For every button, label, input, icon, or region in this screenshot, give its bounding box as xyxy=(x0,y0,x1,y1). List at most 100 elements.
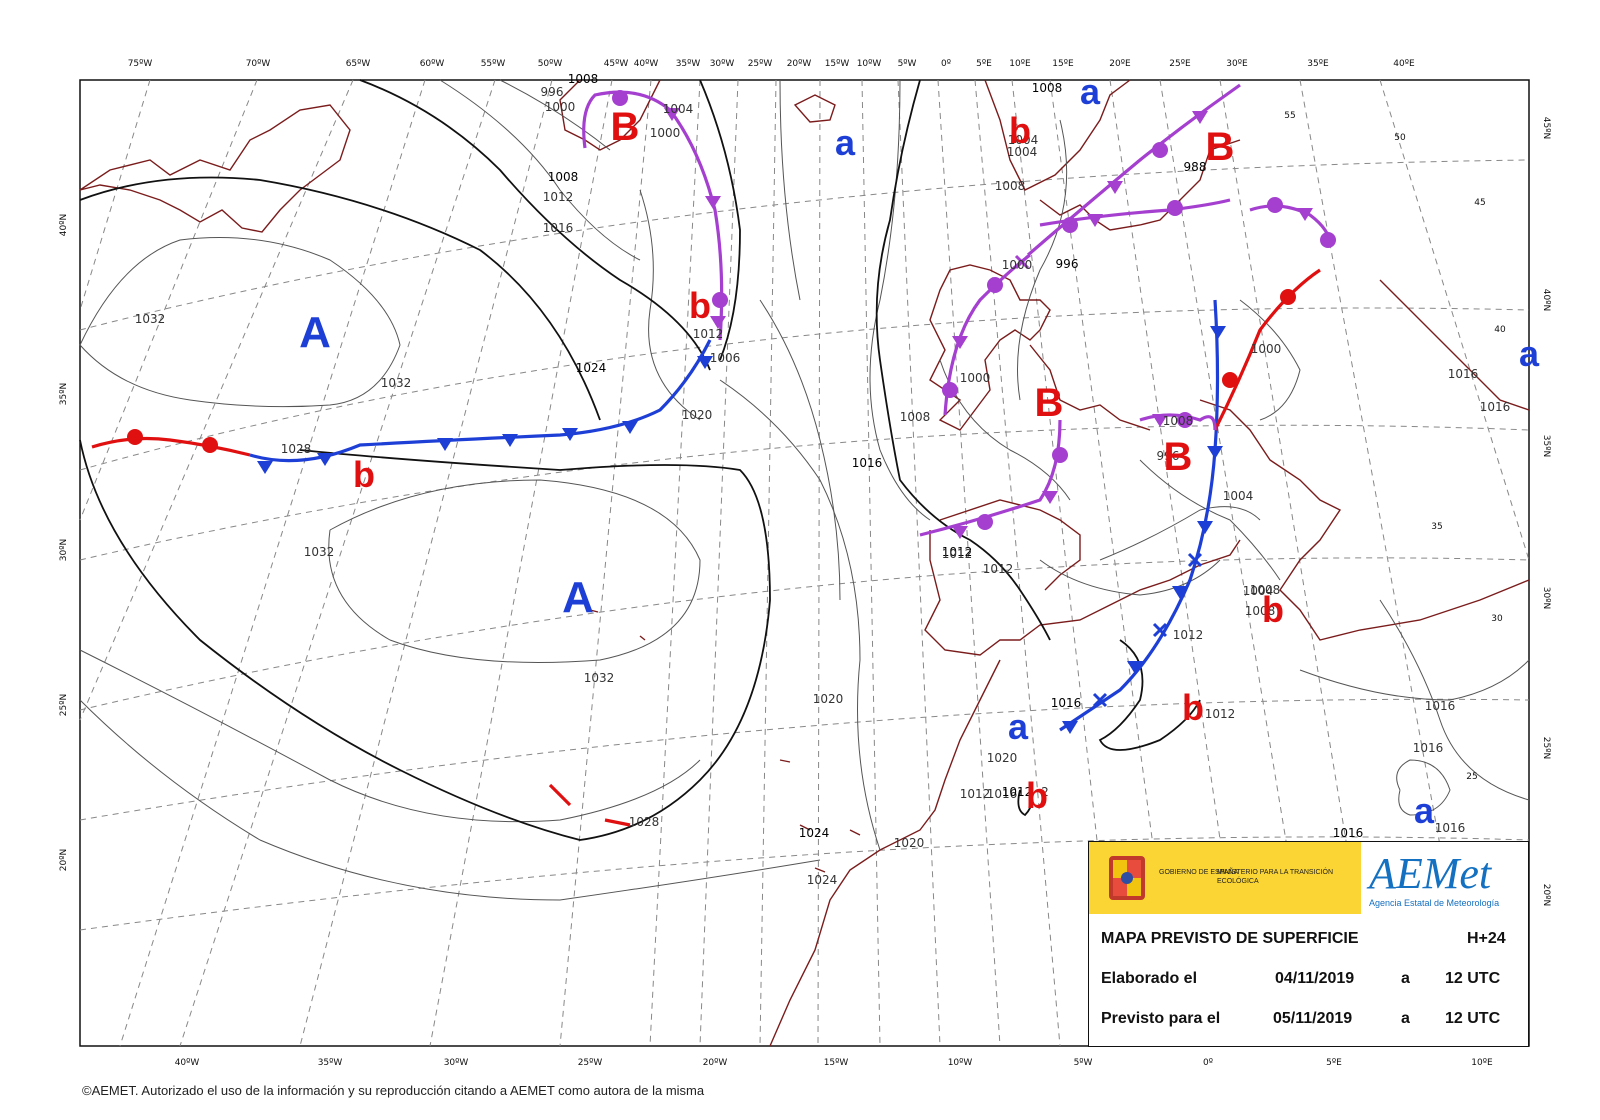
cold-front-mark xyxy=(317,453,333,466)
coastline xyxy=(1379,279,1530,411)
warm-front-mark xyxy=(1320,232,1336,248)
isobar-line xyxy=(779,79,801,301)
isobar-line xyxy=(1039,559,1221,596)
left-latitude-label: 30ºN xyxy=(59,539,69,561)
front xyxy=(582,90,728,341)
inner-latitude-label: 40 xyxy=(1494,325,1506,335)
isobar-line-bold xyxy=(359,79,711,371)
previsto-date: 05/11/2019 xyxy=(1273,1010,1353,1027)
elaborado-row: Elaborado el 04/11/2019 a 12 UTC xyxy=(1101,970,1500,988)
isobar-value-label: 2 xyxy=(1041,785,1049,799)
isobar-value-label: 1020 xyxy=(987,751,1018,765)
front-line xyxy=(582,90,724,341)
isobar-value-label: 1020 xyxy=(813,692,844,706)
bottom-longitude-label: 30ºW xyxy=(444,1058,469,1068)
top-longitude-label: 15ºE xyxy=(1052,59,1074,69)
isobar-value-label: 1008 xyxy=(568,72,599,86)
front-line xyxy=(91,436,251,457)
top-longitude-label: 60ºW xyxy=(420,59,445,69)
front-line xyxy=(1213,268,1321,431)
cold-front-mark xyxy=(952,336,968,349)
isobar-value-label: 1008 xyxy=(1245,604,1276,618)
elaborado-date: 04/11/2019 xyxy=(1275,970,1355,987)
cold-front-mark xyxy=(1062,721,1078,734)
inner-latitude-label: 45 xyxy=(1474,198,1485,208)
meridian-line xyxy=(1011,79,1121,1047)
isobar-line xyxy=(439,79,641,261)
top-longitude-label: 35ºE xyxy=(1307,59,1329,69)
meridian-line xyxy=(79,79,354,721)
high-pressure-center: a xyxy=(1008,706,1029,747)
isobar-value-label: 1016 xyxy=(1425,699,1456,713)
left-latitude-label: 35ºN xyxy=(59,383,69,405)
government-label: GOBIERNO DE ESPAÑA xyxy=(1159,869,1239,876)
top-longitude-label: 10ºE xyxy=(1009,59,1031,69)
isobar-value-label: 1012 xyxy=(942,547,973,561)
coastline xyxy=(939,499,1081,591)
high-pressure-center: a xyxy=(1080,71,1101,112)
isobar-value-label: 1016 xyxy=(1435,821,1466,835)
isobar-value-label: 1016 xyxy=(1448,367,1479,381)
parallel-line xyxy=(79,307,1530,471)
high-pressure-center: a xyxy=(1414,790,1435,831)
warm-front-mark xyxy=(1177,412,1193,428)
isobar-value-label: 1024 xyxy=(576,361,607,375)
elaborado-at: a xyxy=(1401,970,1410,987)
isobar-value-label: 1000 xyxy=(1002,258,1033,272)
coastline xyxy=(924,530,1241,656)
isobar-line xyxy=(1139,459,1281,581)
isobar-value-label: 1028 xyxy=(281,442,312,456)
isobar-line-bold xyxy=(699,79,741,361)
front-line xyxy=(1039,198,1231,227)
legend-box: GOBIERNO DE ESPAÑA MINISTERIO PARA LA TR… xyxy=(1088,841,1529,1047)
front xyxy=(604,818,631,827)
low-pressure-center: b xyxy=(1182,687,1204,728)
top-longitude-label: 40ºE xyxy=(1393,59,1415,69)
cold-front-mark xyxy=(502,434,518,447)
isobar-line xyxy=(328,479,701,663)
right-latitude-label: 30ºN xyxy=(1541,587,1551,609)
top-longitude-label: 45ºW xyxy=(604,59,629,69)
bottom-longitude-label: 0º xyxy=(1203,1058,1213,1068)
front-cross-mark xyxy=(1152,622,1168,638)
right-latitude-label: 25ºN xyxy=(1541,737,1551,759)
coastline xyxy=(589,609,599,613)
coastline xyxy=(793,94,836,123)
isobar-line xyxy=(79,649,701,823)
cold-front-mark xyxy=(562,428,578,441)
front xyxy=(919,419,1068,539)
low-pressure-center: B xyxy=(1206,125,1235,169)
warm-front-mark xyxy=(127,429,143,445)
right-latitude-label: 35ºN xyxy=(1541,435,1551,457)
elaborado-label: Elaborado el xyxy=(1101,970,1198,987)
warm-front-mark xyxy=(1267,197,1283,213)
cold-front-mark xyxy=(1297,208,1313,221)
top-longitude-label: 30ºW xyxy=(710,59,735,69)
front xyxy=(1059,299,1226,734)
coastline xyxy=(1199,399,1530,641)
isobar-value-label: 1028 xyxy=(629,815,660,829)
cold-front-mark xyxy=(1207,446,1223,459)
cold-front-mark xyxy=(1127,661,1143,674)
front-cross-mark xyxy=(1014,254,1030,270)
aemet-logo: AEMet Agencia Estatal de Meteorología xyxy=(1369,848,1519,912)
low-pressure-center: B xyxy=(1164,435,1193,479)
cold-front-mark xyxy=(952,526,968,539)
isobar-value-label: 1000 xyxy=(650,126,681,140)
isobar-value-label: 1012 xyxy=(960,787,991,801)
isobar-value-label: 996 xyxy=(1056,257,1079,271)
coastline xyxy=(849,829,861,836)
isobar-line-bold xyxy=(79,439,771,841)
isobar-line xyxy=(759,299,841,601)
front xyxy=(1139,412,1217,431)
isobar-value-label: 1016 xyxy=(987,787,1018,801)
coastline xyxy=(769,659,1001,1047)
meridian-line xyxy=(429,79,613,1047)
meridian-line xyxy=(699,79,739,1047)
isobar-value-label: 1016 xyxy=(852,456,883,470)
isobar-line xyxy=(1239,299,1301,421)
top-longitude-label: 20ºE xyxy=(1109,59,1131,69)
isobar-value-label: 988 xyxy=(1184,160,1207,174)
meridian-line xyxy=(119,79,426,1047)
